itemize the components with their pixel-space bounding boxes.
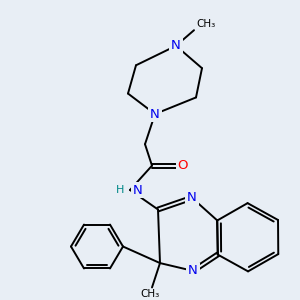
Text: O: O	[178, 159, 188, 172]
Text: N: N	[171, 39, 181, 52]
Text: CH₃: CH₃	[196, 19, 215, 29]
Text: N: N	[150, 107, 160, 121]
Text: H: H	[116, 185, 124, 195]
Text: N: N	[188, 264, 198, 278]
Text: CH₃: CH₃	[140, 290, 160, 299]
Text: N: N	[187, 191, 197, 204]
Text: N: N	[133, 184, 143, 196]
